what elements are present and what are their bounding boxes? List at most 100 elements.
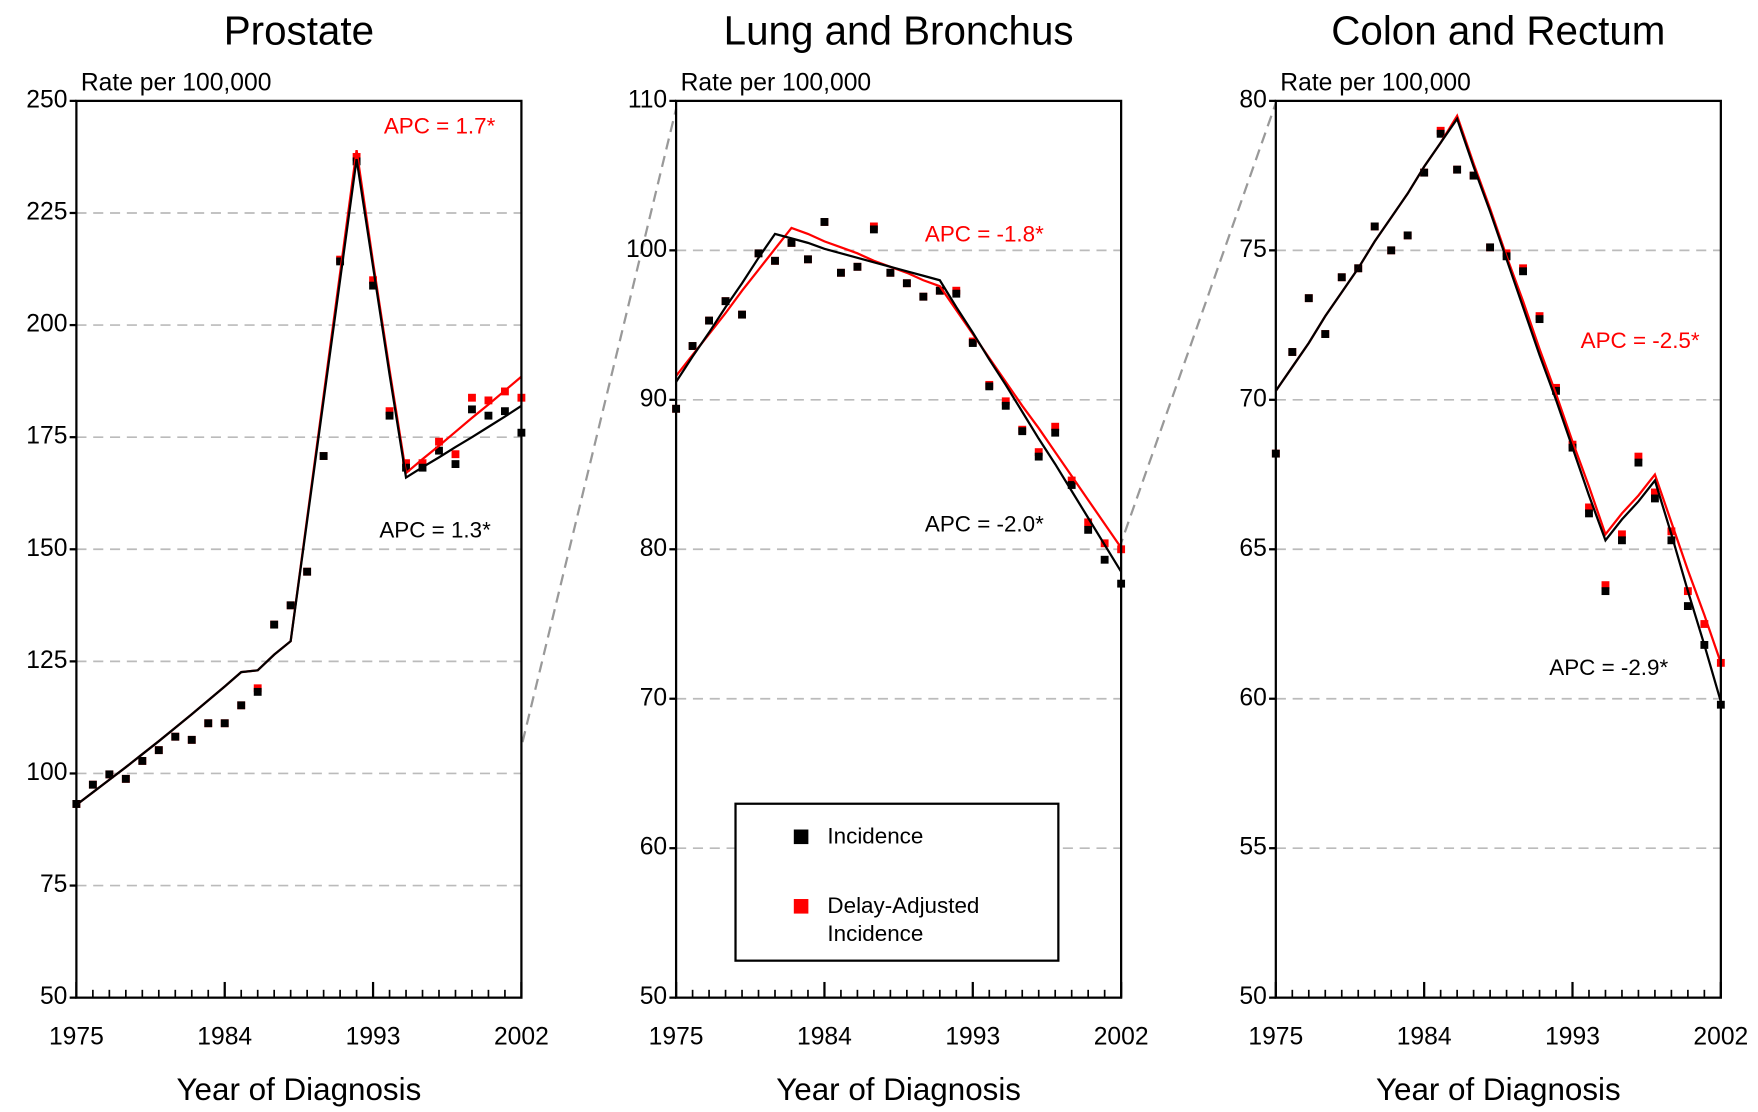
data-point: [451, 460, 460, 469]
data-point: [88, 780, 97, 789]
y-tick-label: 80: [1239, 86, 1266, 113]
data-point: [1634, 458, 1643, 467]
y-tick-label: 50: [640, 983, 667, 1010]
x-tick-label: 1993: [346, 1024, 401, 1051]
annotation: APC = -2.0*: [925, 512, 1044, 537]
data-point: [1337, 273, 1346, 282]
y-tick-label: 125: [26, 647, 67, 674]
data-point: [1034, 452, 1043, 461]
data-point: [1051, 428, 1060, 437]
data-point: [1618, 536, 1626, 545]
x-tick-label: 2002: [1094, 1024, 1149, 1051]
data-point: [204, 719, 213, 728]
data-point: [121, 774, 130, 783]
data-point: [1067, 481, 1076, 489]
data-point: [1001, 397, 1010, 406]
data-point: [105, 770, 114, 779]
x-tick-label: 1993: [1545, 1024, 1600, 1051]
data-point: [771, 256, 779, 265]
data-point: [787, 238, 796, 247]
data-point: [820, 218, 829, 226]
x-tick-label: 1984: [1397, 1024, 1452, 1051]
data-point: [952, 289, 961, 298]
data-point: [451, 450, 460, 459]
data-point: [886, 268, 895, 277]
y-tick-label: 70: [640, 684, 667, 711]
data-point: [1618, 530, 1626, 539]
y-tick-label: 90: [640, 385, 667, 412]
legend-swatch: [793, 899, 809, 914]
data-point: [1084, 525, 1093, 534]
y-tick-label: 110: [628, 86, 667, 113]
x-tick-label: 1984: [797, 1024, 852, 1051]
data-point: [385, 411, 394, 420]
x-tick-label: 1993: [945, 1024, 1000, 1051]
data-point: [171, 732, 180, 741]
y-tick-label: 150: [26, 535, 67, 562]
data-point: [754, 249, 763, 258]
fit-line: [1274, 113, 1722, 664]
y-tick-label: 100: [26, 759, 67, 786]
data-point: [484, 396, 493, 405]
y-tick-label: 50: [1239, 983, 1266, 1010]
x-tick-label: 2002: [1693, 1024, 1748, 1051]
data-point: [220, 719, 229, 728]
data-point: [1601, 581, 1610, 590]
fit-line: [75, 150, 523, 806]
data-point: [1667, 536, 1676, 545]
data-point: [1288, 348, 1297, 356]
data-point: [501, 407, 509, 416]
data-point: [1100, 555, 1109, 564]
fit-line: [675, 226, 1123, 549]
data-point: [902, 279, 911, 288]
data-point: [369, 276, 377, 285]
data-point: [1601, 587, 1610, 596]
data-point: [1084, 518, 1093, 527]
x-tick-label: 1975: [1248, 1024, 1303, 1051]
legend-swatch: [793, 829, 809, 845]
data-point: [1403, 231, 1412, 240]
plot-frame: [674, 99, 1123, 999]
legend-box: [734, 802, 1060, 962]
y-tick-label: 100: [626, 236, 667, 263]
legend-label: Incidence: [827, 823, 923, 848]
x-axis-label: Year of Diagnosis: [177, 1072, 422, 1107]
data-point: [1001, 401, 1010, 410]
plot-frame: [75, 99, 523, 999]
y-tick-label: 200: [26, 311, 67, 338]
y-tick-label: 80: [640, 535, 667, 562]
data-point: [286, 601, 295, 610]
data-point: [1370, 222, 1379, 231]
data-point: [1650, 488, 1659, 497]
data-point: [435, 437, 443, 446]
annotation: APC = -1.8*: [925, 221, 1044, 246]
data-point: [935, 286, 944, 295]
data-point: [1436, 129, 1445, 138]
fit-line: [1274, 116, 1722, 703]
connector: [521, 108, 678, 743]
y-tick-label: 75: [1239, 236, 1266, 263]
y-axis-label: Rate per 100,000: [681, 70, 872, 97]
data-point: [919, 292, 928, 301]
panel-title: Prostate: [224, 7, 374, 53]
data-point: [869, 225, 878, 234]
data-point: [1634, 452, 1643, 461]
fit-line: [75, 159, 523, 806]
x-tick-label: 1975: [649, 1024, 704, 1051]
data-point: [738, 310, 746, 319]
data-point: [270, 620, 279, 629]
plot-frame: [1274, 99, 1722, 999]
annotation: APC = -2.9*: [1549, 655, 1668, 680]
y-tick-label: 50: [40, 983, 67, 1010]
data-point: [1519, 267, 1527, 276]
data-point: [985, 382, 994, 391]
data-point: [1486, 243, 1495, 252]
fit-line: [675, 232, 1123, 573]
data-point: [385, 407, 394, 416]
data-point: [303, 567, 312, 576]
legend-label-line: Delay-Adjusted: [827, 893, 979, 918]
y-tick-label: 250: [26, 86, 67, 113]
x-tick-label: 2002: [494, 1024, 549, 1051]
data-point: [1700, 620, 1709, 628]
